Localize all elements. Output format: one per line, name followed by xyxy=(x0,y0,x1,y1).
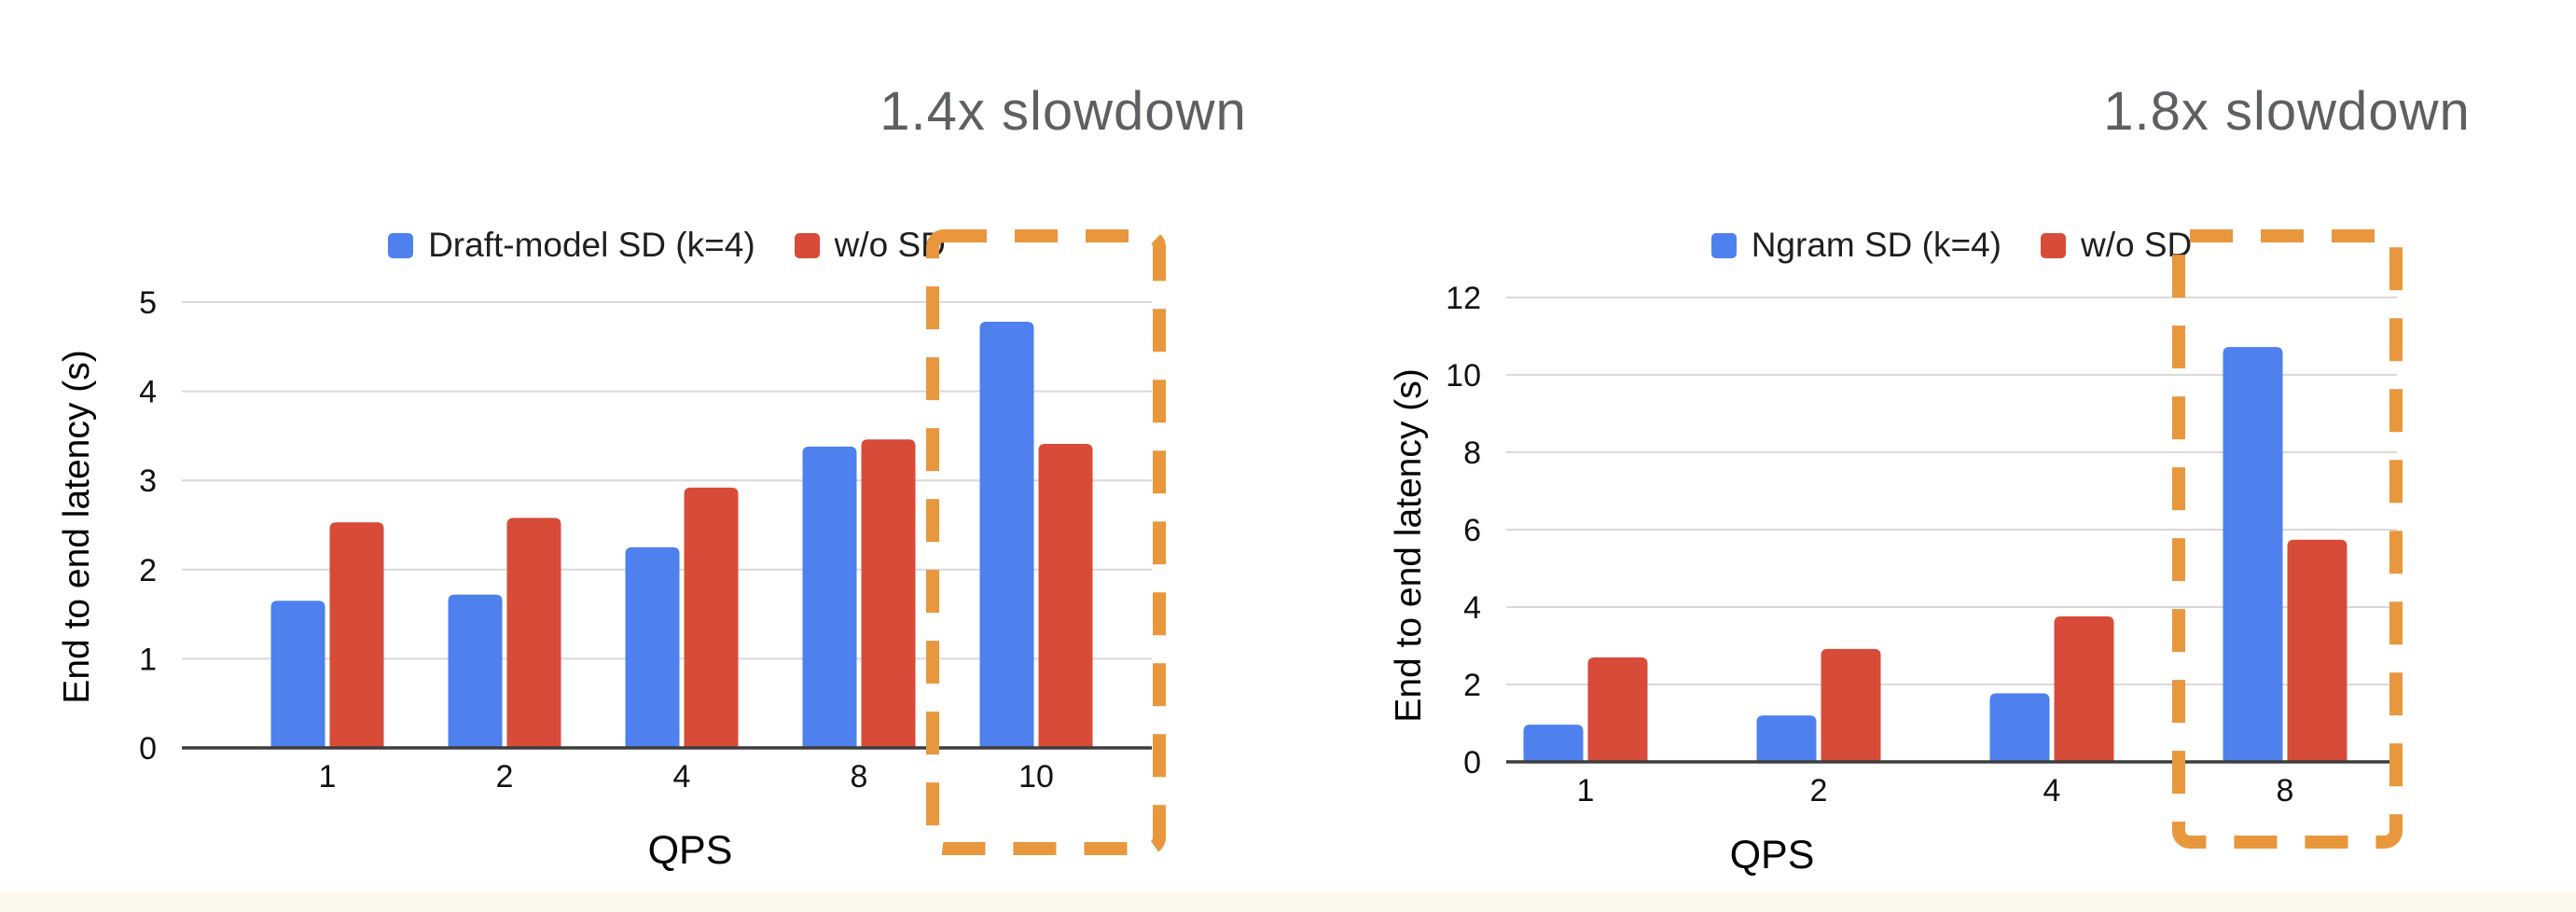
x-tick-label-qps-1: 1 xyxy=(1577,773,1595,808)
legend-swatch-wo-sd-right xyxy=(2041,232,2067,258)
legend-label-ngram-sd: Ngram SD (k=4) xyxy=(1751,226,2002,264)
highlight-box-qps-10 xyxy=(926,229,1166,855)
y-tick-label-12: 12 xyxy=(1446,281,1481,316)
x-tick-label-qps-2: 2 xyxy=(1810,773,1828,808)
bar-wo-sd-qps-2 xyxy=(1821,648,1881,762)
y-tick-label-6: 6 xyxy=(1463,513,1481,548)
bar-sd-qps-2 xyxy=(448,594,503,748)
bar-sd-qps-8 xyxy=(2223,347,2283,762)
slowdown-annotation-right: 1.8x slowdown xyxy=(2103,81,2471,142)
bar-wo-sd-qps-8 xyxy=(861,439,916,748)
bar-sd-qps-1 xyxy=(270,601,325,748)
y-tick-label-0: 0 xyxy=(139,731,157,767)
bar-sd-qps-2 xyxy=(1756,715,1817,762)
bar-wo-sd-qps-1 xyxy=(1587,656,1648,762)
bar-sd-qps-10 xyxy=(979,322,1034,748)
y-tick-label-2: 2 xyxy=(1463,668,1481,703)
y-tick-label-2: 2 xyxy=(139,553,157,588)
bar-wo-sd-qps-1 xyxy=(329,522,384,748)
y-tick-label-10: 10 xyxy=(1446,358,1481,394)
legend-swatch-wo-sd-left xyxy=(794,232,820,258)
bar-sd-qps-4 xyxy=(625,546,680,748)
y-tick-label-3: 3 xyxy=(139,463,157,499)
legend-swatch-draft-model-sd xyxy=(388,232,414,258)
x-tick-label-qps-1: 1 xyxy=(319,759,337,795)
x-axis-title-right: QPS xyxy=(1729,833,1815,877)
x-tick-label-qps-4: 4 xyxy=(2043,773,2061,808)
bar-sd-qps-1 xyxy=(1523,725,1584,762)
bar-wo-sd-qps-4 xyxy=(684,487,739,748)
bar-wo-sd-qps-2 xyxy=(506,518,561,748)
legend-label-draft-model-sd: Draft-model SD (k=4) xyxy=(428,226,755,264)
highlight-box-qps-8 xyxy=(2172,229,2403,849)
y-tick-label-4: 4 xyxy=(139,375,157,410)
legend-swatch-ngram-sd xyxy=(1710,232,1737,258)
bar-wo-sd-qps-4 xyxy=(2054,615,2114,762)
y-tick-label-4: 4 xyxy=(1463,590,1481,626)
y-tick-label-0: 0 xyxy=(1463,745,1481,781)
y-tick-label-5: 5 xyxy=(139,285,157,321)
y-tick-label-1: 1 xyxy=(139,642,157,677)
legend-right: Ngram SD (k=4) w/o SD xyxy=(1506,220,2397,270)
x-axis-title-left: QPS xyxy=(647,828,733,873)
bar-wo-sd-qps-8 xyxy=(2287,539,2347,762)
y-tick-label-8: 8 xyxy=(1463,435,1481,471)
slide-bottom-strip xyxy=(0,891,2576,912)
bar-sd-qps-8 xyxy=(802,446,857,748)
slowdown-annotation-left: 1.4x slowdown xyxy=(879,81,1247,142)
x-tick-label-qps-8: 8 xyxy=(2277,773,2294,808)
bar-sd-qps-4 xyxy=(1989,693,2050,762)
x-tick-label-qps-10: 10 xyxy=(1018,759,1054,795)
x-tick-label-qps-8: 8 xyxy=(851,759,868,795)
x-tick-label-qps-2: 2 xyxy=(496,759,514,795)
bar-wo-sd-qps-10 xyxy=(1038,444,1093,748)
x-tick-label-qps-4: 4 xyxy=(673,759,691,795)
